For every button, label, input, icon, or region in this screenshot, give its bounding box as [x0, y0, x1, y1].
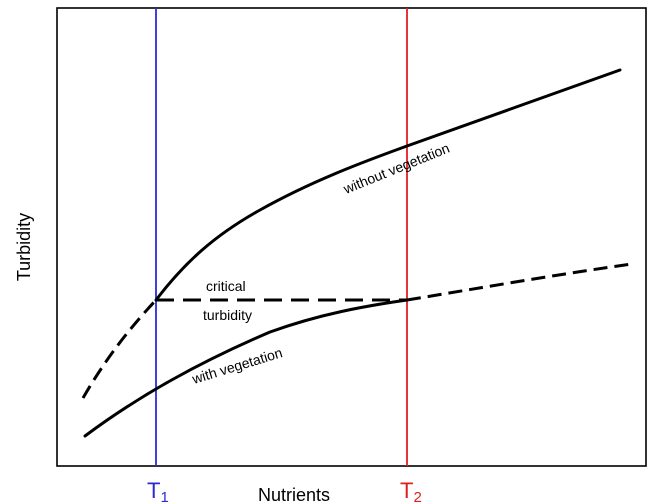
with-vegetation-curve — [83, 298, 409, 438]
y-axis-title: Turbidity — [14, 213, 34, 281]
plot-frame — [56, 7, 647, 467]
t1-marker: T1 — [147, 478, 169, 504]
turbidity-label: turbidity — [203, 307, 252, 323]
with-vegetation-dashed-extension — [406, 262, 633, 302]
t2-marker-main: T — [400, 478, 413, 503]
t1-marker-sub: 1 — [160, 489, 168, 504]
without-vegetation-dashed-extension — [81, 298, 158, 399]
without-vegetation-label: without vegetation — [340, 140, 452, 197]
with-vegetation-label: with vegetation — [189, 344, 284, 387]
without-vegetation-curve — [154, 68, 622, 302]
t2-marker: T2 — [400, 478, 422, 504]
t2-marker-sub: 2 — [413, 489, 421, 504]
critical-label: critical — [206, 278, 246, 294]
t1-marker-main: T — [147, 478, 160, 503]
x-axis-title: Nutrients — [258, 485, 330, 504]
